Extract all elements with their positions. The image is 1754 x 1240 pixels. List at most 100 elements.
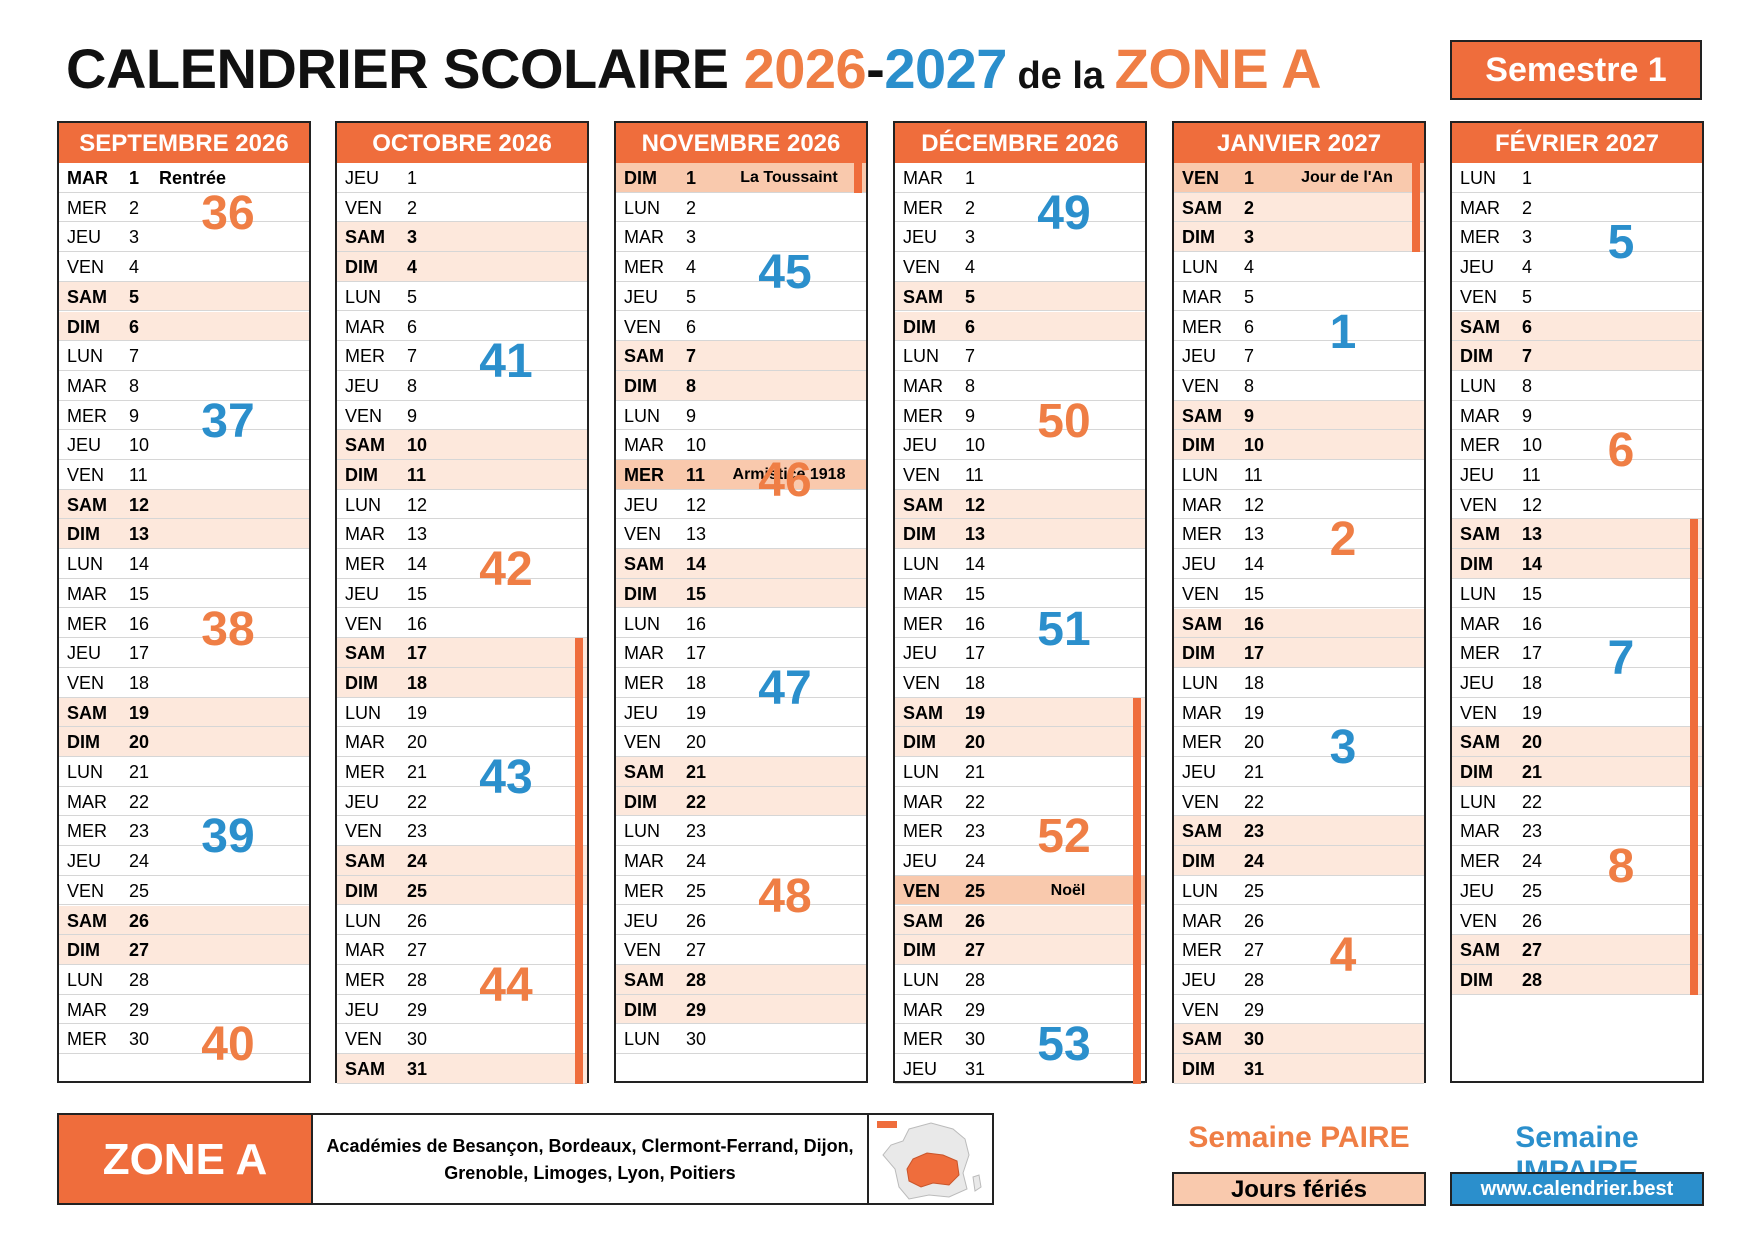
day-number: 17 [1244,643,1265,664]
day-name: MER [345,554,385,575]
day-name: JEU [67,851,102,872]
day-row: SAM 14 [616,549,866,579]
day-row: VEN 25 Noël [895,875,1145,906]
day-number: 1 [1244,168,1255,188]
day-number: 30 [1244,1029,1265,1050]
day-number: 29 [686,999,707,1020]
day-row: MAR 29 [59,995,309,1025]
day-number: 18 [1522,672,1543,693]
day-name: SAM [1460,732,1500,753]
day-row: DIM 4 [337,252,587,282]
day-name: MAR [1460,197,1500,218]
day-number: 1 [129,168,140,188]
week-number: 44 [479,958,533,1012]
academies-line-2: Grenoble, Limoges, Lyon, Poitiers [444,1163,736,1183]
day-row: LUN 21 [59,757,309,787]
day-number: 26 [1244,910,1265,931]
day-event: Noël [1050,881,1086,899]
day-number: 17 [129,643,150,664]
day-row: VEN 18 [895,668,1145,698]
day-name: LUN [1182,257,1219,278]
day-row: SAM 3 [337,222,587,253]
day-row: MER 27 [1174,935,1424,965]
day-number: 25 [965,880,986,901]
day-name: JEU [345,583,380,604]
day-number: 15 [965,583,986,604]
day-row: MAR 24 [616,846,866,876]
day-number: 27 [1244,940,1265,961]
day-name: MER [67,613,107,634]
day-name: MAR [1182,702,1222,723]
day-name: SAM [624,554,664,575]
day-name: MAR [624,851,664,872]
day-row: MER 7 [337,341,587,371]
day-number: 22 [407,791,428,812]
day-row: JEU 22 [337,787,587,817]
academies-line-1: Académies de Besançon, Bordeaux, Clermon… [326,1136,854,1156]
day-number: 3 [129,227,140,248]
day-name: JEU [345,375,380,396]
day-name: DIM [345,257,378,278]
day-number: 5 [686,286,697,307]
day-number: 31 [1244,1059,1265,1079]
website-link[interactable]: www.calendrier.best [1450,1172,1704,1206]
day-row: MER 9 [59,401,309,431]
day-row: SAM 16 [1174,608,1424,639]
day-row: MER 30 [59,1024,309,1054]
day-number: 20 [407,732,428,753]
day-number: 16 [407,613,428,634]
day-number: 11 [1244,465,1263,485]
day-row: MAR 27 [337,935,587,965]
day-row: MER 4 [616,252,866,282]
day-number: 4 [407,257,418,278]
day-name: SAM [345,435,385,456]
day-row: JEU 10 [895,430,1145,460]
day-number: 2 [129,197,140,218]
day-row: DIM 3 [1174,222,1424,253]
day-number: 21 [407,762,428,782]
day-row: JEU 24 [59,846,309,876]
day-number: 23 [1522,821,1543,842]
day-number: 17 [407,643,428,664]
day-name: LUN [624,821,661,842]
day-name: MER [1182,732,1222,753]
day-name: SAM [1182,613,1222,634]
day-number: 21 [1244,762,1265,782]
day-number: 12 [129,494,150,515]
day-row: MAR 23 [1452,816,1702,847]
day-name: SAM [345,643,385,664]
zone-label: ZONE A [59,1115,313,1203]
day-name: DIM [67,524,100,545]
day-row: JEU 1 [337,163,587,193]
day-number: 14 [129,554,150,575]
day-number: 4 [1522,257,1533,278]
day-number: 1 [965,168,976,188]
month-header: FÉVRIER 2027 [1452,123,1702,163]
day-name: MER [345,346,385,367]
semestre-badge: Semestre 1 [1450,40,1702,100]
title-year-1: 2026 [743,37,867,100]
day-name: JEU [903,643,938,664]
day-row: SAM 21 [616,757,866,787]
day-number: 27 [686,940,707,961]
day-name: SAM [903,286,943,307]
day-row: MAR 15 [59,579,309,609]
academies-text: Académies de Besançon, Bordeaux, Clermon… [313,1115,867,1203]
day-number: 16 [686,613,707,634]
day-name: MER [903,405,943,426]
day-name: LUN [1182,672,1219,693]
day-name: JEU [345,791,380,812]
day-row: MAR 1 Rentrée [59,163,309,193]
day-name: MAR [624,435,664,456]
day-name: VEN [67,880,105,901]
day-number: 19 [1244,702,1265,723]
day-row: MAR 8 [59,371,309,401]
day-name: MER [67,821,107,842]
day-number: 29 [965,999,986,1020]
day-number: 2 [965,197,976,218]
day-number: 10 [407,435,428,456]
day-number: 5 [1244,286,1255,307]
day-name: VEN [345,1029,383,1050]
day-name: DIM [1182,435,1215,456]
day-name: MER [903,197,943,218]
